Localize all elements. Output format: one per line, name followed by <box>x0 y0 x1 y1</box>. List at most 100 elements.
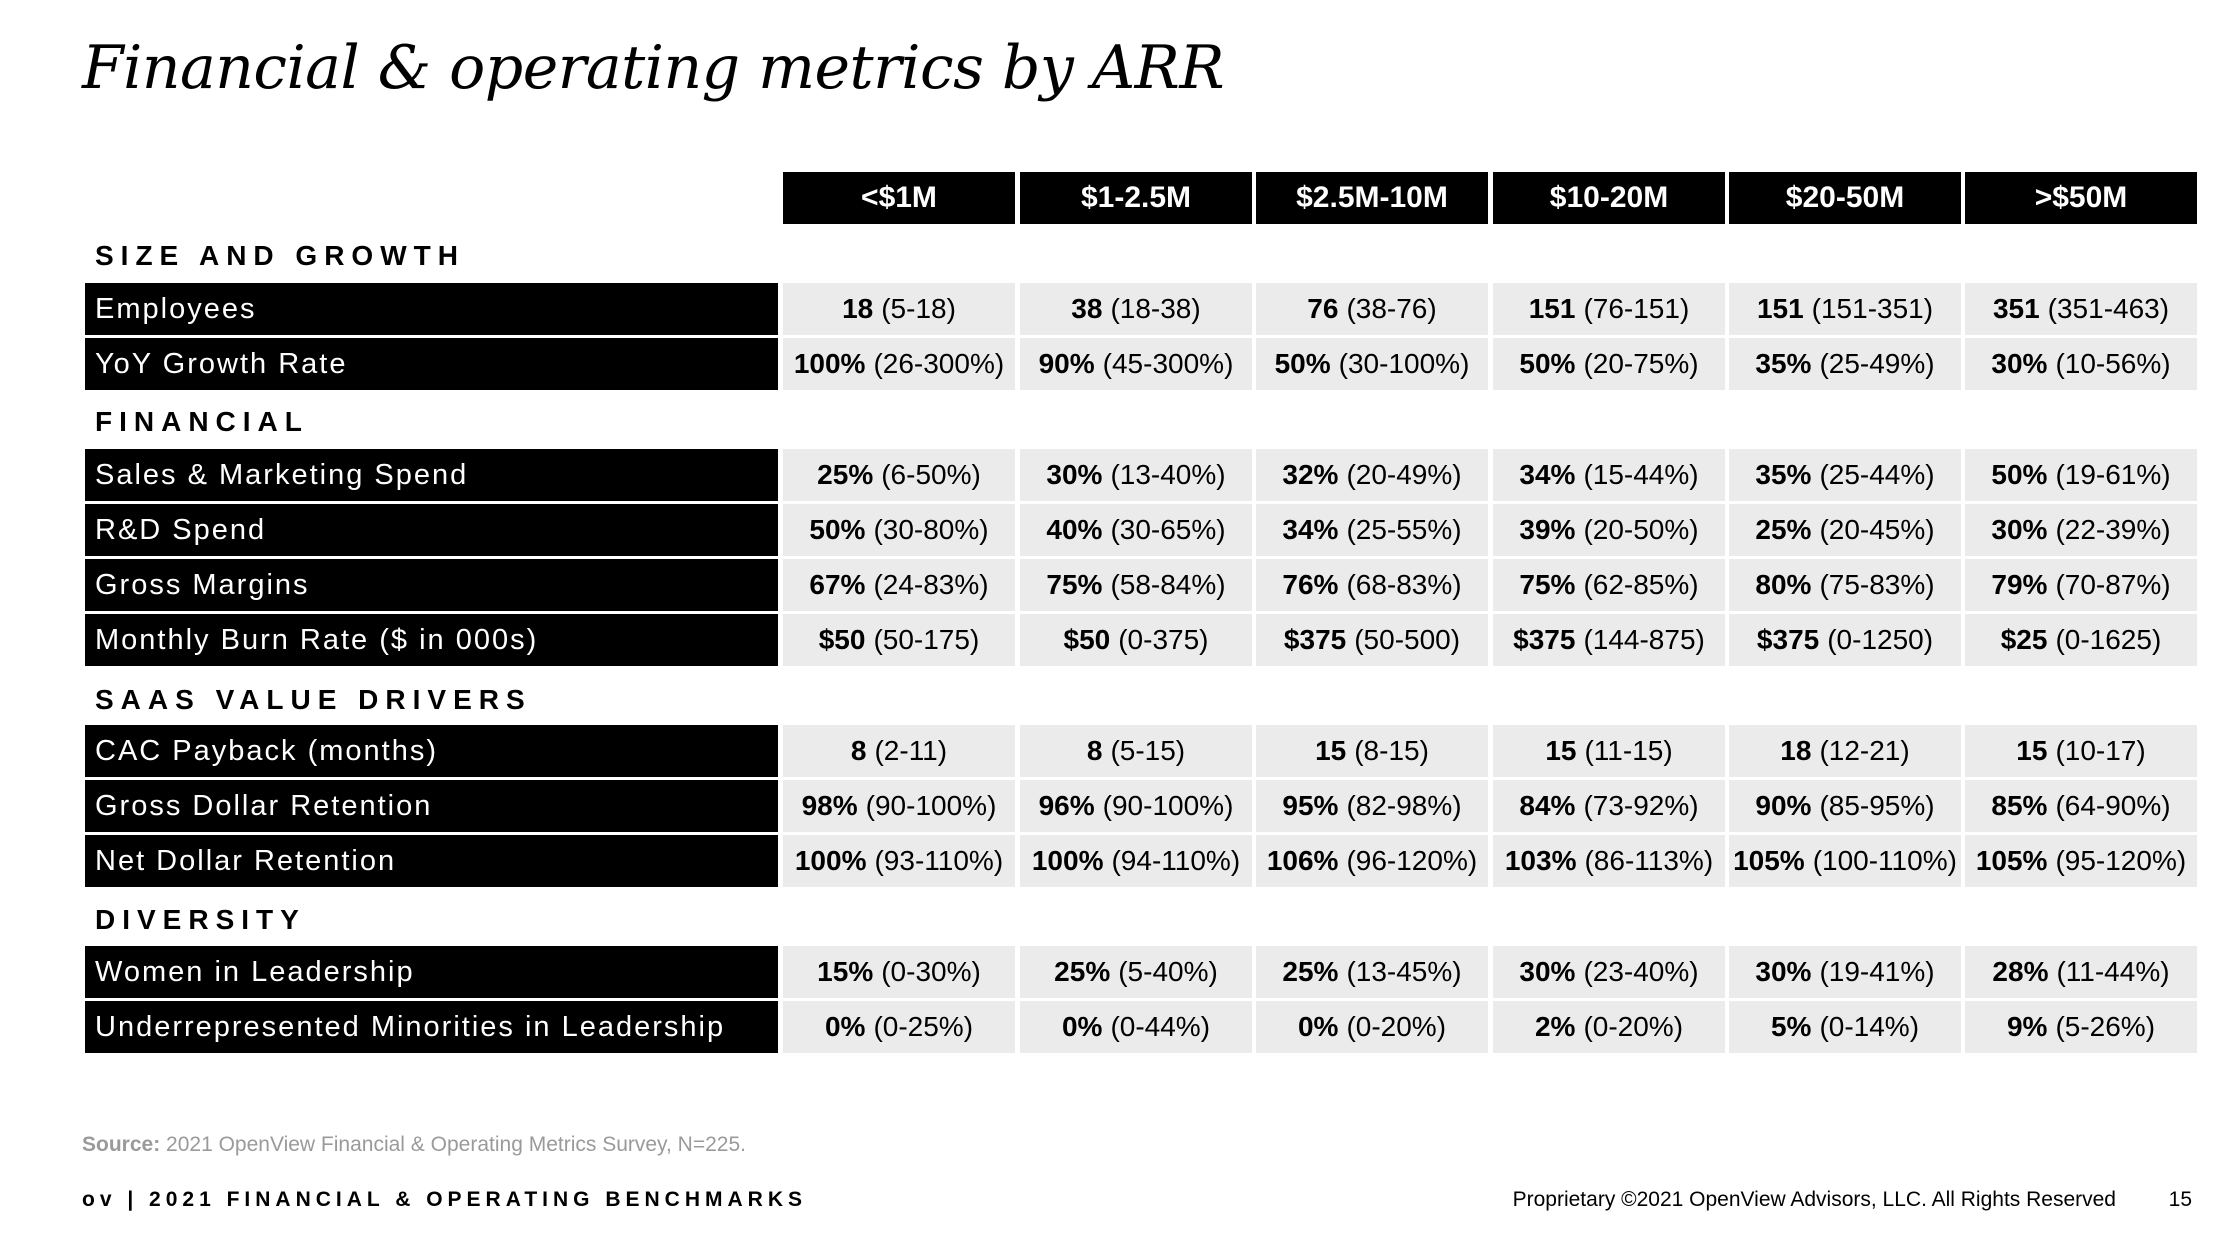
cell-range: (58-84%) <box>1110 569 1226 600</box>
cell-median: 8 <box>1086 735 1103 766</box>
source-note: Source: 2021 OpenView Financial & Operat… <box>82 1133 746 1157</box>
cell-median: 15 <box>1545 735 1577 766</box>
table-cell: 15 (11-15) <box>1493 725 1725 777</box>
section-heading: SAAS VALUE DRIVERS <box>95 684 532 715</box>
table-cell: 15% (0-30%) <box>783 946 1015 998</box>
table-cell: 351 (351-463) <box>1965 283 2197 335</box>
section-heading: DIVERSITY <box>95 904 306 935</box>
cell-range: (10-17) <box>2055 735 2146 766</box>
table-cell: 151 (76-151) <box>1493 283 1725 335</box>
cell-range: (2-11) <box>874 735 948 766</box>
cell-median: 30% <box>1046 459 1103 490</box>
table-cell: 84% (73-92%) <box>1493 780 1725 832</box>
footer-brand: ov | 2021 FINANCIAL & OPERATING BENCHMAR… <box>82 1188 807 1211</box>
cell-median: 40% <box>1046 514 1103 545</box>
table-cell: 100% (93-110%) <box>783 835 1015 887</box>
cell-range: (19-61%) <box>2055 459 2171 490</box>
column-header: >$50M <box>1965 172 2197 224</box>
cell-range: (6-50%) <box>881 459 981 490</box>
cell-median: 35% <box>1755 348 1812 379</box>
cell-range: (50-175) <box>873 624 980 655</box>
table-cell: 98% (90-100%) <box>783 780 1015 832</box>
cell-range: (0-375) <box>1118 624 1209 655</box>
cell-range: (19-41%) <box>1819 956 1935 987</box>
table-cell: 85% (64-90%) <box>1965 780 2197 832</box>
cell-range: (8-15) <box>1354 735 1429 766</box>
cell-median: 105% <box>1975 845 2048 876</box>
table-cell: 106% (96-120%) <box>1256 835 1488 887</box>
table-cell: $375 (50-500) <box>1256 614 1488 666</box>
table-cell: 0% (0-20%) <box>1256 1001 1488 1053</box>
cell-median: 151 <box>1756 293 1804 324</box>
cell-median: 79% <box>1991 569 2048 600</box>
table-cell: 95% (82-98%) <box>1256 780 1488 832</box>
cell-median: 105% <box>1733 845 1805 876</box>
cell-median: 84% <box>1519 790 1576 821</box>
cell-median: 151 <box>1528 293 1576 324</box>
table-cell: 15 (8-15) <box>1256 725 1488 777</box>
cell-range: (38-76) <box>1346 293 1437 324</box>
table-cell: 18 (12-21) <box>1729 725 1961 777</box>
cell-range: (151-351) <box>1811 293 1934 324</box>
cell-median: 0% <box>824 1011 866 1042</box>
table-cell: 50% (20-75%) <box>1493 338 1725 390</box>
cell-median: 2% <box>1534 1011 1576 1042</box>
table-cell: 75% (62-85%) <box>1493 559 1725 611</box>
cell-range: (18-38) <box>1110 293 1201 324</box>
cell-median: 25% <box>1282 956 1339 987</box>
cell-range: (0-30%) <box>881 956 981 987</box>
cell-median: 0% <box>1061 1011 1103 1042</box>
cell-median: 50% <box>1519 348 1576 379</box>
cell-range: (93-110%) <box>874 845 1004 876</box>
table-cell: 103% (86-113%) <box>1493 835 1725 887</box>
table-cell: 90% (85-95%) <box>1729 780 1961 832</box>
column-header: $20-50M <box>1729 172 1961 224</box>
cell-range: (30-100%) <box>1338 348 1470 379</box>
cell-median: 351 <box>1992 293 2040 324</box>
cell-median: 8 <box>850 735 867 766</box>
row-label: Women in Leadership <box>85 946 778 998</box>
cell-median: 34% <box>1519 459 1576 490</box>
cell-range: (25-49%) <box>1819 348 1935 379</box>
table-cell: 76% (68-83%) <box>1256 559 1488 611</box>
cell-median: 80% <box>1755 569 1812 600</box>
cell-median: 90% <box>1038 348 1095 379</box>
cell-range: (10-56%) <box>2055 348 2171 379</box>
cell-range: (11-44%) <box>2056 956 2170 987</box>
table-cell: 76 (38-76) <box>1256 283 1488 335</box>
cell-range: (20-45%) <box>1819 514 1935 545</box>
cell-range: (0-20%) <box>1583 1011 1684 1042</box>
cell-range: (85-95%) <box>1819 790 1935 821</box>
cell-range: (26-300%) <box>873 348 1005 379</box>
cell-median: $50 <box>1063 624 1111 655</box>
cell-median: 25% <box>817 459 874 490</box>
cell-median: 25% <box>1054 956 1111 987</box>
cell-range: (20-75%) <box>1583 348 1699 379</box>
table-cell: 40% (30-65%) <box>1020 504 1252 556</box>
column-header: $2.5M-10M <box>1256 172 1488 224</box>
table-cell: 25% (5-40%) <box>1020 946 1252 998</box>
cell-range: (68-83%) <box>1346 569 1462 600</box>
cell-range: (0-1625) <box>2055 624 2162 655</box>
row-label: Net Dollar Retention <box>85 835 778 887</box>
table-cell: 25% (6-50%) <box>783 449 1015 501</box>
cell-range: (50-500) <box>1354 624 1461 655</box>
column-header: $10-20M <box>1493 172 1725 224</box>
cell-range: (86-113%) <box>1584 845 1714 876</box>
table-cell: 35% (25-44%) <box>1729 449 1961 501</box>
cell-median: 76 <box>1307 293 1339 324</box>
column-header: $1-2.5M <box>1020 172 1252 224</box>
row-label: Monthly Burn Rate ($ in 000s) <box>85 614 778 666</box>
table-cell: 30% (10-56%) <box>1965 338 2197 390</box>
cell-range: (144-875) <box>1583 624 1705 655</box>
cell-median: 100% <box>794 845 867 876</box>
table-cell: 39% (20-50%) <box>1493 504 1725 556</box>
table-cell: 8 (5-15) <box>1020 725 1252 777</box>
table-cell: 25% (13-45%) <box>1256 946 1488 998</box>
cell-median: 98% <box>801 790 858 821</box>
cell-range: (5-18) <box>881 293 956 324</box>
cell-range: (20-49%) <box>1346 459 1462 490</box>
cell-range: (94-110%) <box>1111 845 1241 876</box>
cell-range: (0-20%) <box>1346 1011 1447 1042</box>
table-cell: 0% (0-25%) <box>783 1001 1015 1053</box>
